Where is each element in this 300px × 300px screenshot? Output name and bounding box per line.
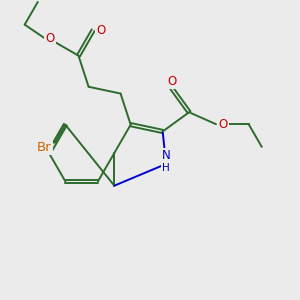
Text: O: O	[219, 118, 228, 131]
Text: O: O	[168, 75, 177, 88]
Text: O: O	[45, 32, 55, 45]
Text: H: H	[162, 164, 170, 173]
Text: O: O	[96, 24, 105, 37]
Text: Br: Br	[37, 141, 52, 154]
Text: N: N	[162, 149, 170, 162]
